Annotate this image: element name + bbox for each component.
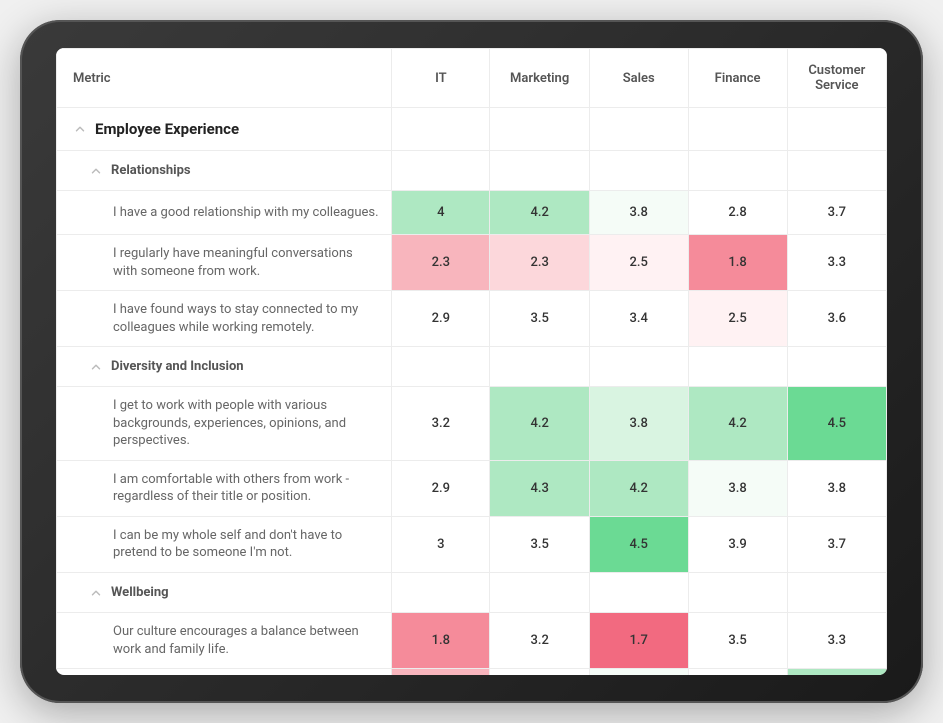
header-dept-3[interactable]: Finance <box>688 49 787 108</box>
heatmap-cell[interactable]: 3.2 <box>490 613 589 669</box>
heatmap-cell[interactable]: 4.3 <box>490 460 589 516</box>
heatmap-cell[interactable]: 4.5 <box>589 516 688 572</box>
chevron-up-icon[interactable] <box>73 122 87 136</box>
heatmap-cell[interactable]: 2.8 <box>688 669 787 675</box>
empty-cell <box>688 573 787 613</box>
metric-row: I am comfortable with others from work -… <box>57 460 887 516</box>
subsection-row[interactable]: Wellbeing <box>57 573 887 613</box>
heatmap-cell[interactable]: 2.9 <box>392 291 490 347</box>
metric-label: Our culture encourages a balance between… <box>57 613 392 669</box>
subsection-title: Wellbeing <box>111 585 169 600</box>
heatmap-cell[interactable]: 2.5 <box>688 291 787 347</box>
metric-label: My health and wellbeing matter to my man… <box>57 669 392 675</box>
heatmap-cell[interactable]: 4.5 <box>787 387 886 461</box>
chevron-up-icon[interactable] <box>89 586 103 600</box>
empty-cell <box>392 151 490 191</box>
chevron-up-icon[interactable] <box>89 164 103 178</box>
heatmap-cell[interactable]: 3.5 <box>490 669 589 675</box>
tablet-screen: Metric IT Marketing Sales Finance Custom… <box>56 48 887 675</box>
heatmap-cell[interactable]: 3.2 <box>392 387 490 461</box>
section-title: Employee Experience <box>95 120 239 138</box>
tablet-frame: Metric IT Marketing Sales Finance Custom… <box>20 20 923 703</box>
empty-cell <box>589 151 688 191</box>
heatmap-cell[interactable]: 4.2 <box>490 387 589 461</box>
heatmap-cell[interactable]: 3.3 <box>787 613 886 669</box>
metric-row: Our culture encourages a balance between… <box>57 613 887 669</box>
metric-label: I am comfortable with others from work -… <box>57 460 392 516</box>
empty-cell <box>589 108 688 151</box>
chevron-up-icon[interactable] <box>89 360 103 374</box>
metric-label: I get to work with people with various b… <box>57 387 392 461</box>
section-row[interactable]: Employee Experience <box>57 108 887 151</box>
empty-cell <box>688 108 787 151</box>
heatmap-cell[interactable]: 3.7 <box>787 191 886 235</box>
empty-cell <box>589 573 688 613</box>
heatmap-cell[interactable]: 4.2 <box>490 191 589 235</box>
heatmap-cell[interactable]: 3.8 <box>787 460 886 516</box>
heatmap-cell[interactable]: 3.3 <box>787 235 886 291</box>
heatmap-cell[interactable]: 2.3 <box>490 235 589 291</box>
empty-cell <box>787 573 886 613</box>
header-dept-4[interactable]: Customer Service <box>787 49 886 108</box>
heatmap-cell[interactable]: 1.7 <box>589 613 688 669</box>
heatmap-cell[interactable]: 4.2 <box>787 669 886 675</box>
empty-cell <box>490 347 589 387</box>
heatmap-cell[interactable]: 3.5 <box>688 613 787 669</box>
heatmap-cell[interactable]: 3.8 <box>688 460 787 516</box>
heatmap-table-wrap[interactable]: Metric IT Marketing Sales Finance Custom… <box>56 48 887 675</box>
empty-cell <box>688 151 787 191</box>
metric-row: My health and wellbeing matter to my man… <box>57 669 887 675</box>
header-metric: Metric <box>57 49 392 108</box>
heatmap-cell[interactable]: 2.3 <box>392 235 490 291</box>
heatmap-cell[interactable]: 4 <box>392 191 490 235</box>
metric-row: I have found ways to stay connected to m… <box>57 291 887 347</box>
metric-row: I get to work with people with various b… <box>57 387 887 461</box>
metric-row: I regularly have meaningful conversation… <box>57 235 887 291</box>
heatmap-cell[interactable]: 3.6 <box>787 291 886 347</box>
heatmap-cell[interactable]: 4.2 <box>688 387 787 461</box>
metric-label: I have found ways to stay connected to m… <box>57 291 392 347</box>
metric-label: I can be my whole self and don't have to… <box>57 516 392 572</box>
empty-cell <box>787 151 886 191</box>
header-dept-0[interactable]: IT <box>392 49 490 108</box>
heatmap-cell[interactable]: 3.7 <box>589 669 688 675</box>
empty-cell <box>787 108 886 151</box>
heatmap-cell[interactable]: 3.5 <box>490 516 589 572</box>
heatmap-cell[interactable]: 2.8 <box>688 191 787 235</box>
empty-cell <box>490 573 589 613</box>
subsection-row[interactable]: Diversity and Inclusion <box>57 347 887 387</box>
subsection-row[interactable]: Relationships <box>57 151 887 191</box>
empty-cell <box>490 108 589 151</box>
heatmap-cell[interactable]: 4.2 <box>589 460 688 516</box>
header-row: Metric IT Marketing Sales Finance Custom… <box>57 49 887 108</box>
heatmap-cell[interactable]: 3.8 <box>589 387 688 461</box>
heatmap-cell[interactable]: 3.9 <box>688 516 787 572</box>
heatmap-cell[interactable]: 3.8 <box>589 191 688 235</box>
heatmap-cell[interactable]: 3 <box>392 516 490 572</box>
empty-cell <box>490 151 589 191</box>
heatmap-cell[interactable]: 1.8 <box>392 613 490 669</box>
heatmap-cell[interactable]: 1.8 <box>688 235 787 291</box>
heatmap-cell[interactable]: 2.9 <box>392 460 490 516</box>
heatmap-cell[interactable]: 2.5 <box>589 235 688 291</box>
empty-cell <box>688 347 787 387</box>
heatmap-cell[interactable]: 3.7 <box>787 516 886 572</box>
header-dept-2[interactable]: Sales <box>589 49 688 108</box>
empty-cell <box>392 347 490 387</box>
heatmap-table: Metric IT Marketing Sales Finance Custom… <box>56 48 887 675</box>
metric-row: I can be my whole self and don't have to… <box>57 516 887 572</box>
metric-label: I have a good relationship with my colle… <box>57 191 392 235</box>
metric-row: I have a good relationship with my colle… <box>57 191 887 235</box>
empty-cell <box>392 108 490 151</box>
empty-cell <box>589 347 688 387</box>
subsection-title: Relationships <box>111 163 191 178</box>
metric-label: I regularly have meaningful conversation… <box>57 235 392 291</box>
empty-cell <box>787 347 886 387</box>
heatmap-cell[interactable]: 3.4 <box>589 291 688 347</box>
heatmap-cell[interactable]: 3.5 <box>490 291 589 347</box>
subsection-title: Diversity and Inclusion <box>111 359 244 374</box>
heatmap-cell[interactable]: 2 <box>392 669 490 675</box>
header-dept-1[interactable]: Marketing <box>490 49 589 108</box>
empty-cell <box>392 573 490 613</box>
